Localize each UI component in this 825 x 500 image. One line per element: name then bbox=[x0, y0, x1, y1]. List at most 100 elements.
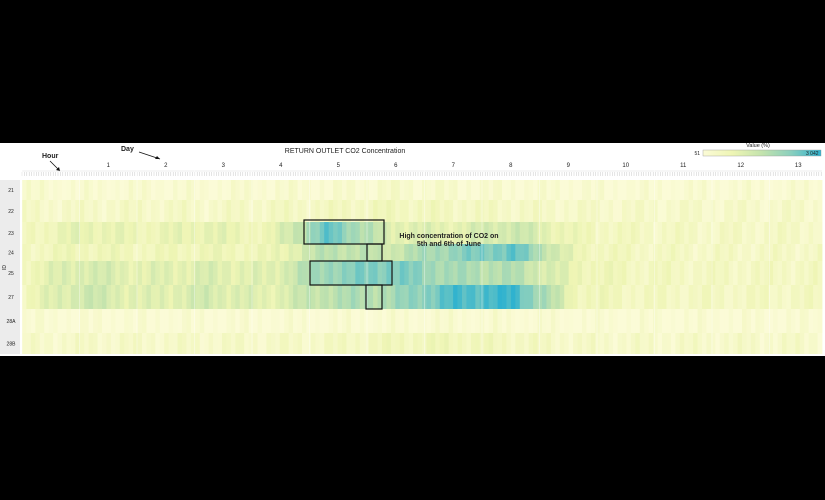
heatmap-cell bbox=[186, 180, 192, 200]
heatmap-cell bbox=[604, 261, 610, 285]
heatmap-cell bbox=[666, 285, 672, 309]
heatmap-cell bbox=[550, 261, 556, 285]
heatmap-cell bbox=[257, 244, 263, 261]
heatmap-cell bbox=[266, 222, 272, 244]
heatmap-cell bbox=[773, 261, 778, 285]
heatmap-cell bbox=[115, 244, 121, 261]
heatmap-cell bbox=[377, 285, 383, 309]
heatmap-cell bbox=[524, 309, 530, 333]
heatmap-cell bbox=[559, 180, 565, 200]
heatmap-cell bbox=[62, 261, 67, 285]
heatmap-cell bbox=[208, 261, 214, 285]
heatmap-cell bbox=[417, 180, 423, 200]
legend-max-label: 3 042 bbox=[806, 151, 819, 157]
heatmap-cell bbox=[639, 244, 645, 261]
heatmap-cell bbox=[564, 309, 570, 333]
heatmap-cell bbox=[239, 261, 245, 285]
heatmap-cell bbox=[448, 285, 454, 309]
heatmap-cell bbox=[399, 309, 405, 333]
heatmap-cell bbox=[186, 333, 192, 354]
heatmap-cell bbox=[102, 333, 107, 354]
heatmap-cell bbox=[790, 180, 796, 200]
heatmap-cell bbox=[755, 244, 761, 261]
heatmap-cell bbox=[706, 309, 712, 333]
heatmap-cell bbox=[470, 180, 476, 200]
row-tick-label: 25 bbox=[8, 271, 14, 277]
heatmap-cell bbox=[306, 261, 312, 285]
heatmap-cell bbox=[337, 261, 343, 285]
heatmap-cell bbox=[439, 261, 445, 285]
heatmap-cell bbox=[630, 180, 636, 200]
heatmap-cell bbox=[244, 261, 250, 285]
heatmap-cell bbox=[813, 285, 818, 309]
heatmap-cell bbox=[795, 333, 801, 354]
heatmap-cell bbox=[728, 309, 734, 333]
heatmap-cell bbox=[573, 180, 578, 200]
heatmap-cell bbox=[310, 309, 316, 333]
heatmap-cell bbox=[319, 244, 325, 261]
heatmap-cell bbox=[204, 333, 210, 354]
heatmap-cell bbox=[386, 261, 392, 285]
heatmap-cell bbox=[648, 285, 654, 309]
heatmap-cell bbox=[453, 333, 458, 354]
heatmap-cell bbox=[715, 200, 721, 222]
heatmap-cell bbox=[395, 261, 401, 285]
heatmap-cell bbox=[79, 309, 85, 333]
heatmap-cell bbox=[639, 285, 645, 309]
heatmap-cell bbox=[399, 333, 405, 354]
heatmap-cell bbox=[30, 200, 36, 222]
heatmap-cell bbox=[537, 285, 543, 309]
row-tick-label: 24 bbox=[8, 251, 14, 257]
heatmap-cell bbox=[173, 180, 178, 200]
heatmap-cell bbox=[159, 244, 165, 261]
heatmap-cell bbox=[115, 180, 121, 200]
heatmap-cell bbox=[315, 180, 321, 200]
heatmap-cell bbox=[750, 333, 756, 354]
heatmap-cell bbox=[226, 333, 232, 354]
heatmap-cell bbox=[217, 285, 223, 309]
day-tick-label: 2 bbox=[164, 163, 168, 169]
heatmap-cell bbox=[475, 222, 481, 244]
heatmap-cell bbox=[768, 244, 774, 261]
heatmap-cell bbox=[595, 333, 601, 354]
heatmap-cell bbox=[133, 180, 138, 200]
heatmap-cell bbox=[506, 285, 512, 309]
day-tick-label: 12 bbox=[737, 163, 744, 169]
heatmap-cell bbox=[626, 261, 632, 285]
heatmap-cell bbox=[759, 222, 765, 244]
heatmap-cell bbox=[88, 285, 94, 309]
heatmap-cell bbox=[679, 244, 685, 261]
heatmap-cell bbox=[777, 285, 783, 309]
heatmap-cell bbox=[528, 222, 534, 244]
heatmap-cell bbox=[804, 180, 810, 200]
heatmap-cell bbox=[182, 244, 187, 261]
heatmap-cell bbox=[368, 309, 374, 333]
heatmap-cell bbox=[782, 244, 787, 261]
heatmap-cell bbox=[510, 261, 516, 285]
heatmap-cell bbox=[186, 285, 192, 309]
heatmap-cell bbox=[528, 309, 534, 333]
heatmap-cell bbox=[84, 180, 90, 200]
heatmap-cell bbox=[755, 180, 761, 200]
heatmap-cell bbox=[230, 244, 236, 261]
heatmap-cell bbox=[173, 285, 178, 309]
heatmap-cell bbox=[457, 309, 463, 333]
heatmap-cell bbox=[297, 200, 303, 222]
heatmap-cell bbox=[510, 200, 516, 222]
heatmap-cell bbox=[817, 200, 823, 222]
heatmap-cell bbox=[688, 180, 694, 200]
heatmap-cell bbox=[88, 261, 94, 285]
heatmap-cell bbox=[168, 200, 174, 222]
heatmap-cell bbox=[435, 285, 441, 309]
heatmap-cell bbox=[102, 244, 107, 261]
heatmap-cell bbox=[53, 309, 58, 333]
heatmap-cell bbox=[48, 309, 54, 333]
heatmap-cell bbox=[786, 309, 792, 333]
heatmap-cell bbox=[742, 200, 747, 222]
heatmap-cell bbox=[297, 309, 303, 333]
heatmap-cell bbox=[142, 244, 147, 261]
heatmap-cell bbox=[253, 261, 258, 285]
heatmap-cell bbox=[808, 244, 814, 261]
heatmap-cell bbox=[688, 285, 694, 309]
day-annotation: Day bbox=[121, 146, 161, 160]
